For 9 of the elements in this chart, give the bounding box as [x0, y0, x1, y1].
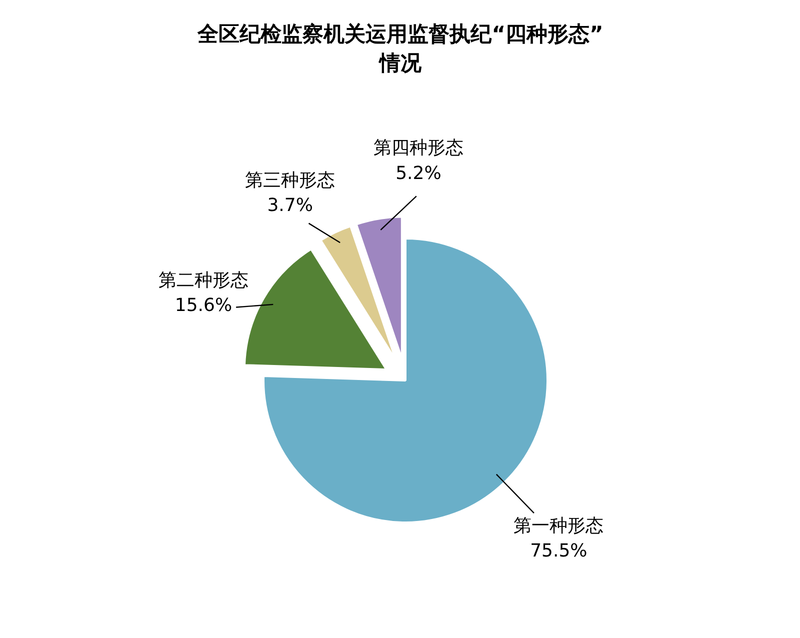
slice-label: 第四种形态	[373, 138, 464, 159]
data-label: 75.5%	[530, 540, 588, 562]
data-label: 5.2%	[396, 162, 442, 184]
slice-label: 第三种形态	[245, 170, 336, 191]
data-label: 3.7%	[267, 195, 313, 216]
data-label: 15.6%	[174, 295, 232, 316]
slice-label: 第二种形态	[158, 270, 248, 292]
chart-title: 全区纪检监察机关运用监督执纪“四种形态” 情况	[196, 22, 604, 75]
slice-label: 第一种形态	[514, 515, 604, 536]
